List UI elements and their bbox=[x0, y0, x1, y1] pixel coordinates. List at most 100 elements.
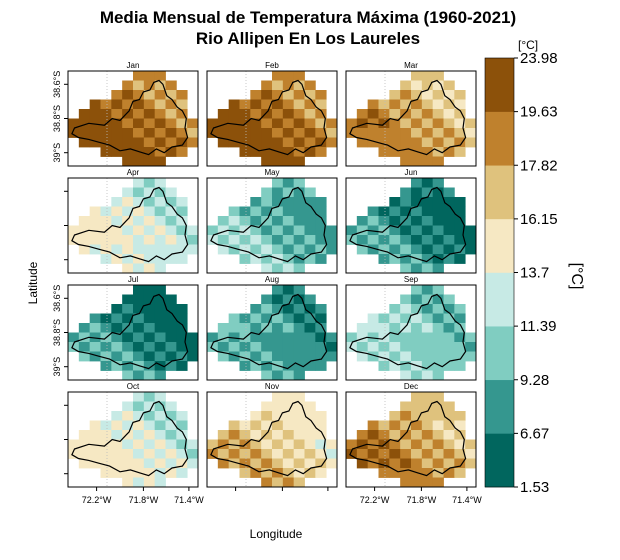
grid-cell bbox=[111, 430, 123, 440]
grid-cell bbox=[176, 147, 188, 157]
grid-cell bbox=[293, 411, 305, 421]
grid-cell bbox=[356, 235, 369, 245]
grid-cell bbox=[250, 420, 262, 431]
colorbar-segment bbox=[485, 326, 514, 381]
grid-cell bbox=[154, 420, 166, 431]
grid-cell bbox=[122, 147, 134, 157]
y-axis-label: Latitude bbox=[26, 261, 40, 304]
grid-cell bbox=[465, 235, 477, 245]
grid-cell bbox=[421, 304, 434, 314]
grid-cell bbox=[304, 449, 316, 459]
grid-cell bbox=[261, 235, 273, 245]
grid-cell bbox=[443, 420, 455, 431]
grid-cell bbox=[326, 439, 338, 450]
grid-cell bbox=[389, 351, 401, 362]
grid-cell bbox=[250, 197, 262, 207]
basin-outline bbox=[71, 400, 189, 477]
grid-cell bbox=[367, 206, 379, 217]
panel-title: Dec bbox=[404, 382, 418, 391]
grid-cell bbox=[154, 216, 166, 226]
grid-cell bbox=[282, 342, 295, 352]
grid-cell bbox=[400, 294, 412, 305]
grid-cell bbox=[272, 235, 284, 245]
panel-title: May bbox=[264, 168, 279, 177]
grid-cell bbox=[282, 187, 295, 198]
grid-cell bbox=[282, 244, 295, 255]
grid-cell bbox=[421, 392, 434, 402]
grid-cell bbox=[443, 468, 455, 478]
x-tick-label: 72.2°W bbox=[360, 495, 390, 505]
panel-may: May bbox=[206, 168, 338, 274]
grid-cell bbox=[411, 323, 423, 333]
grid-cell bbox=[400, 187, 412, 198]
basin-outline bbox=[349, 79, 467, 156]
grid-cell bbox=[143, 458, 156, 469]
grid-cell bbox=[400, 156, 412, 167]
grid-cell bbox=[143, 187, 156, 198]
grid-cell bbox=[250, 137, 262, 148]
grid-cell bbox=[261, 342, 273, 352]
grid-cell bbox=[432, 206, 444, 217]
grid-cell bbox=[154, 449, 166, 459]
grid-cell bbox=[378, 206, 390, 217]
grid-cell bbox=[367, 235, 379, 245]
grid-cell bbox=[133, 449, 145, 459]
grid-cell bbox=[304, 99, 316, 110]
grid-cell bbox=[100, 147, 112, 157]
grid-cell bbox=[122, 458, 134, 469]
grid-cell bbox=[421, 263, 434, 274]
grid-cell bbox=[432, 294, 444, 305]
grid-cell bbox=[217, 351, 230, 362]
grid-cell bbox=[207, 342, 219, 352]
grid-cell bbox=[272, 80, 284, 91]
grid-cell bbox=[411, 109, 423, 119]
grid-cell bbox=[443, 118, 455, 129]
grid-cell bbox=[282, 332, 295, 343]
grid-cell bbox=[250, 411, 262, 421]
grid-cell bbox=[421, 285, 434, 295]
grid-cell bbox=[143, 477, 156, 488]
grid-cell bbox=[176, 225, 188, 236]
grid-cell bbox=[378, 420, 390, 431]
grid-cell bbox=[454, 439, 466, 450]
grid-cell bbox=[411, 332, 423, 343]
grid-cell bbox=[443, 351, 455, 362]
grid-cell bbox=[400, 477, 412, 488]
grid-cell bbox=[207, 449, 219, 459]
grid-cell bbox=[154, 361, 166, 371]
grid-cell bbox=[272, 342, 284, 352]
grid-cell bbox=[282, 401, 295, 412]
grid-cell bbox=[315, 458, 327, 469]
grid-cell bbox=[133, 370, 145, 381]
grid-cell bbox=[378, 361, 390, 371]
grid-cell bbox=[454, 147, 466, 157]
grid-cell bbox=[133, 178, 145, 188]
grid-cell bbox=[154, 206, 166, 217]
grid-cell bbox=[250, 254, 262, 264]
grid-cell bbox=[411, 342, 423, 352]
colorbar-segment bbox=[485, 218, 514, 273]
grid-cell bbox=[282, 99, 295, 110]
colorbar: 1.53 6.67 9.28 11.39 13.7 16.15 17.82 19.63 23.9… bbox=[484, 50, 558, 496]
grid-cell bbox=[378, 468, 390, 478]
grid-cell bbox=[228, 244, 240, 255]
grid-cell bbox=[367, 109, 379, 119]
grid-cell bbox=[250, 235, 262, 245]
grid-cell bbox=[400, 323, 412, 333]
grid-cell bbox=[326, 235, 338, 245]
grid-cell bbox=[261, 401, 273, 412]
grid-cell bbox=[207, 235, 219, 245]
grid-cell bbox=[293, 137, 305, 148]
grid-cell bbox=[187, 449, 199, 459]
grid-cell bbox=[143, 449, 156, 459]
grid-cell bbox=[217, 323, 230, 333]
grid-cell bbox=[261, 254, 273, 264]
grid-cell bbox=[272, 420, 284, 431]
grid-cell bbox=[239, 137, 251, 148]
grid-cell bbox=[165, 420, 177, 431]
grid-cell bbox=[304, 458, 316, 469]
grid-cell bbox=[282, 263, 295, 274]
grid-cell bbox=[432, 285, 444, 295]
grid-cell bbox=[432, 197, 444, 207]
grid-cell bbox=[282, 156, 295, 167]
